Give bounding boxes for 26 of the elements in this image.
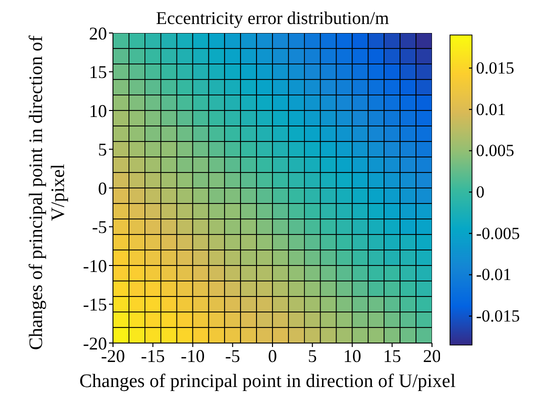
y-tick-label: 15 <box>89 62 107 82</box>
x-tick-label: 10 <box>343 346 362 366</box>
color-bar-label: 0.01 <box>476 100 506 119</box>
color-bar-label: -0.01 <box>476 265 512 284</box>
color-bar-label: -0.005 <box>476 224 520 243</box>
y-tick-label: 10 <box>89 100 107 121</box>
y-tick-label: -5 <box>92 217 107 238</box>
color-bar-label: -0.015 <box>476 306 520 326</box>
chart-title: Eccentricity error distribution/m <box>155 8 390 29</box>
color-bar-label: 0.015 <box>476 58 514 78</box>
y-tick-label: 0 <box>98 178 107 198</box>
x-tick-label: 0 <box>268 346 277 366</box>
x-tick-label: -15 <box>140 346 165 366</box>
x-axis-title: Changes of principal point in direction of U/pixel <box>78 371 457 393</box>
x-tick-label: 20 <box>423 346 441 366</box>
x-tick-label: -5 <box>225 346 240 366</box>
x-tick-label: 15 <box>383 346 402 366</box>
y-tick-label: 5 <box>98 140 107 160</box>
y-axis-title: Changes of principal point in direction of V/pixel <box>26 34 70 352</box>
color-bar-label: 0.005 <box>476 141 514 160</box>
color-bar-label: 0 <box>476 182 484 202</box>
x-tick-label: -10 <box>180 346 205 366</box>
y-tick-label: -10 <box>83 256 107 276</box>
y-tick-label: 20 <box>89 23 107 44</box>
y-tick-label: -15 <box>83 294 107 315</box>
x-tick-label: 5 <box>308 346 317 366</box>
